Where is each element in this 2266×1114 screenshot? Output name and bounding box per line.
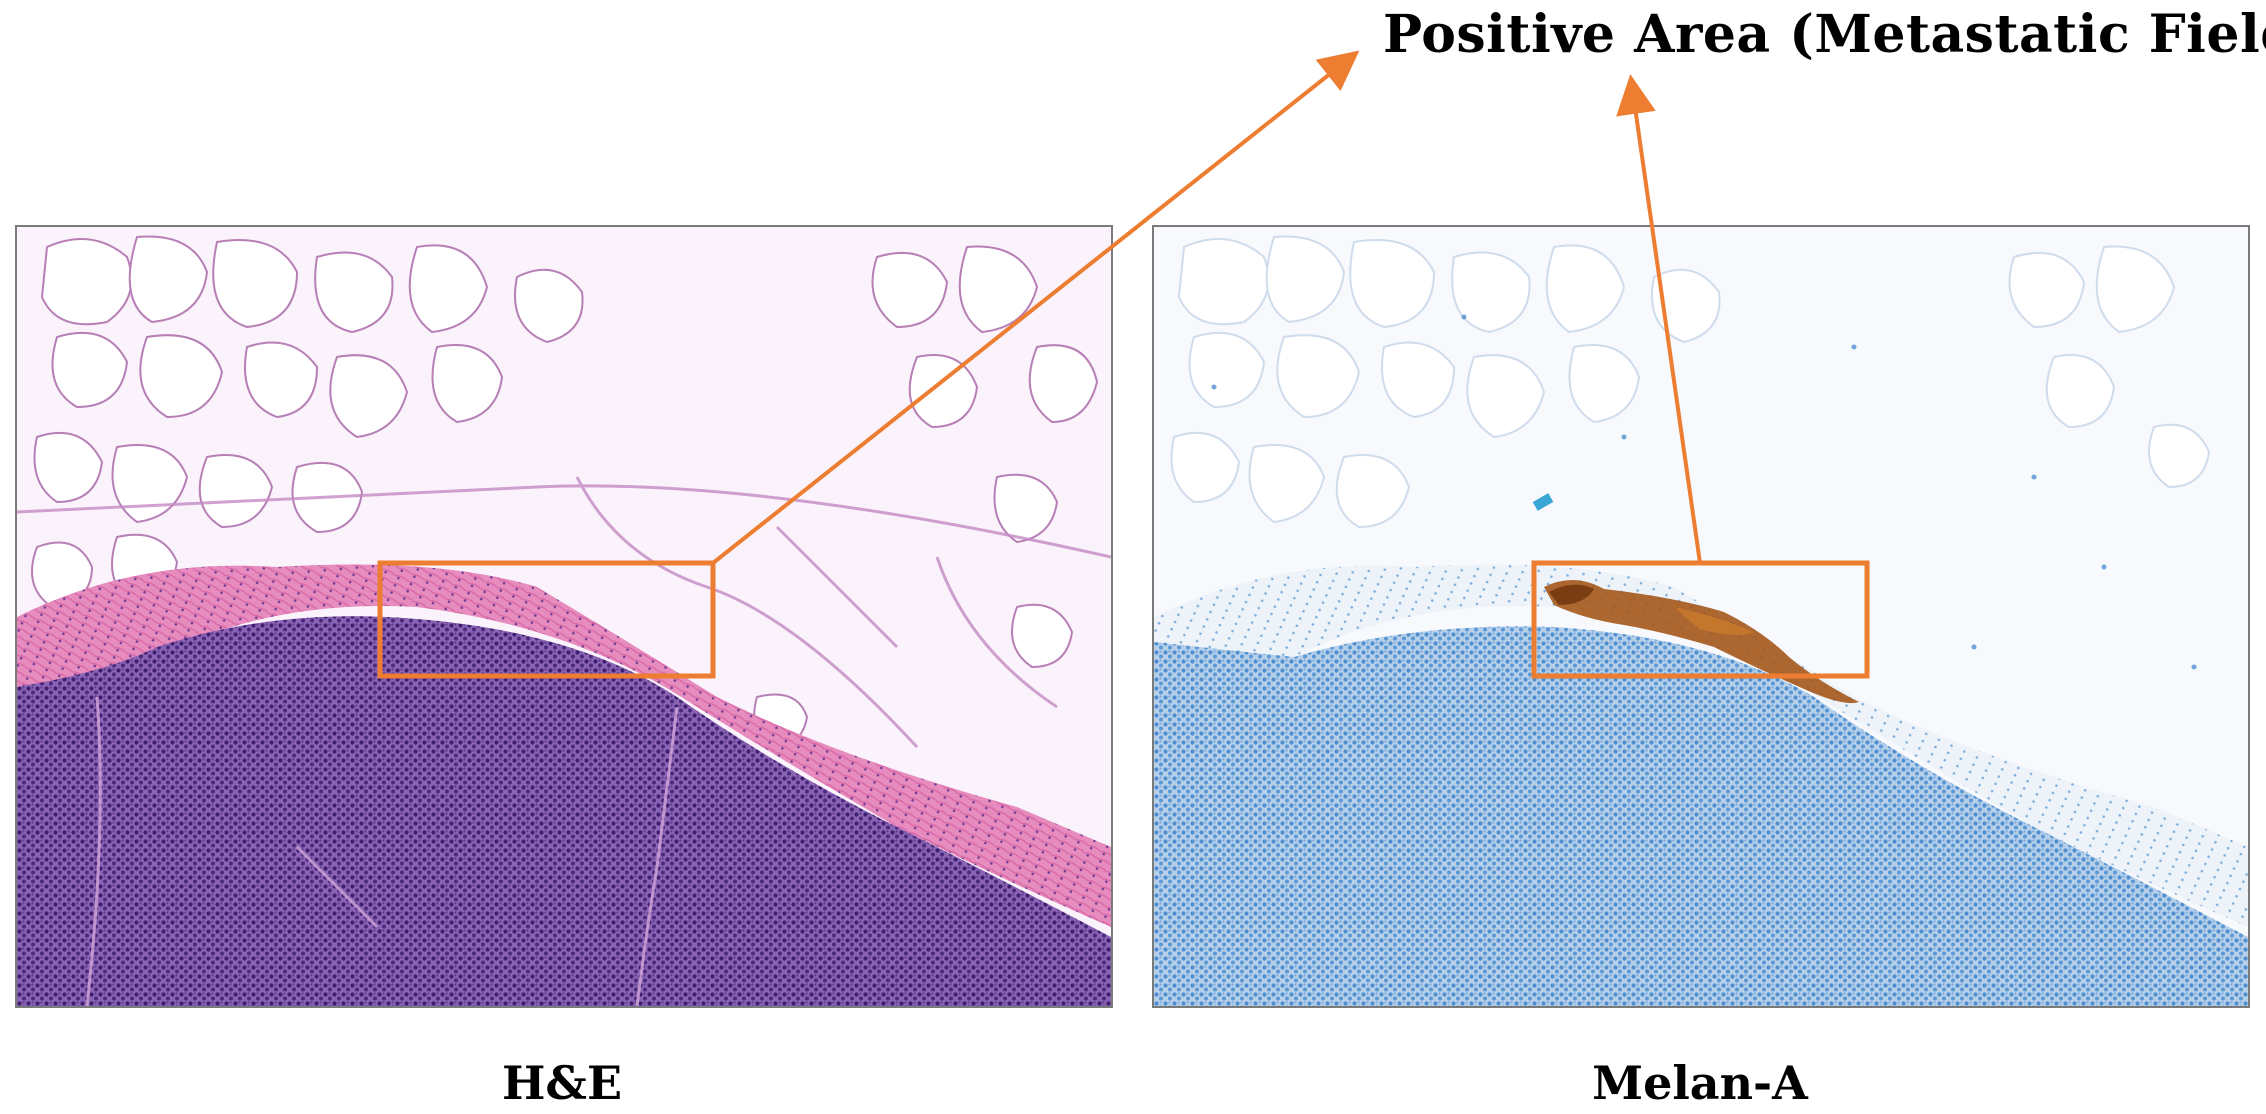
he-micrograph-panel <box>15 225 1113 1008</box>
melan-a-tissue-image <box>1154 227 2248 1006</box>
melan-a-micrograph-panel <box>1152 225 2250 1008</box>
he-tissue-image <box>17 227 1111 1006</box>
melan-a-caption: Melan-A <box>1592 1056 1808 1110</box>
he-caption: H&E <box>501 1056 623 1110</box>
figure-title: Positive Area (Metastatic Field) <box>1383 4 2266 65</box>
